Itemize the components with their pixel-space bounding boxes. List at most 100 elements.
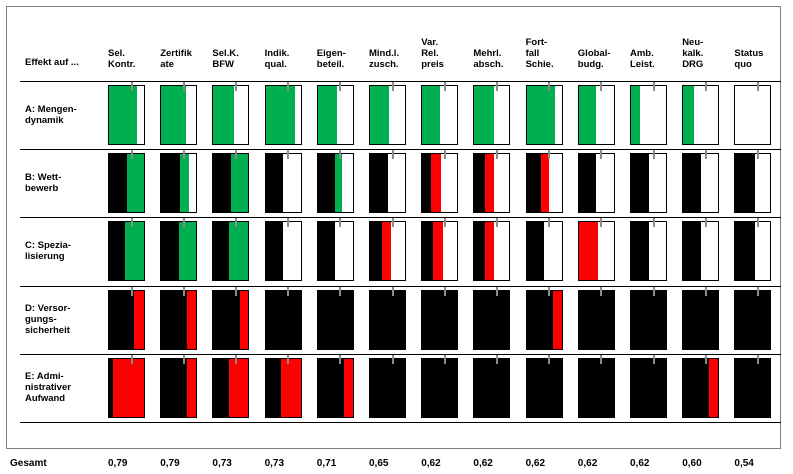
effect-cell: [108, 150, 145, 214]
reference-tick: [235, 82, 238, 91]
reference-tick: [130, 218, 133, 228]
gesamt-label: Gesamt: [10, 458, 47, 469]
red-segment: [552, 290, 562, 349]
effect-cell: [160, 354, 198, 418]
effect-cell: [734, 354, 772, 418]
black-segment: [683, 222, 701, 281]
black-segment: [317, 154, 336, 213]
column-total: 0,60: [682, 458, 702, 469]
reference-tick: [391, 218, 394, 228]
reference-tick: [496, 286, 499, 296]
row-label: D: Versor- gungs- sicherheit: [25, 303, 71, 337]
effect-cell: [316, 82, 354, 145]
black-segment: [370, 222, 383, 281]
black-segment: [735, 358, 771, 417]
black-segment: [109, 358, 113, 417]
reference-tick: [235, 218, 238, 228]
black-segment: [474, 154, 485, 213]
row-label: C: Spezia- lisierung: [25, 240, 71, 263]
black-segment: [683, 154, 701, 213]
row-label: E: Admi- nistrativer Aufwand: [25, 371, 71, 405]
reference-tick: [600, 218, 603, 228]
reference-tick: [600, 150, 603, 160]
effect-cell: [682, 218, 720, 282]
reference-tick: [235, 286, 238, 296]
reference-tick: [600, 82, 603, 91]
reference-tick: [443, 354, 446, 364]
reference-tick: [287, 218, 290, 228]
black-segment: [735, 222, 755, 281]
reference-tick: [287, 82, 290, 91]
effect-cell: [369, 82, 406, 145]
black-segment: [474, 358, 510, 417]
red-segment: [578, 222, 599, 281]
reference-tick: [704, 150, 707, 160]
row-separator: [20, 81, 781, 82]
green-segment: [109, 86, 137, 144]
black-segment: [631, 222, 649, 281]
reference-tick: [548, 218, 551, 228]
effect-cell: [734, 218, 772, 282]
black-segment: [683, 358, 710, 417]
reference-tick: [182, 354, 185, 364]
reference-tick: [652, 354, 655, 364]
effect-cell: [734, 286, 772, 350]
red-segment: [382, 222, 391, 281]
effect-cell: [212, 286, 250, 350]
black-segment: [161, 222, 179, 281]
green-segment: [317, 86, 338, 144]
black-segment: [370, 290, 405, 349]
column-total: 0,73: [212, 458, 232, 469]
effect-cell: [316, 354, 354, 418]
reference-tick: [704, 354, 707, 364]
black-segment: [683, 290, 719, 349]
effect-cell: [264, 150, 302, 214]
green-segment: [335, 154, 343, 213]
red-segment: [133, 290, 144, 349]
reference-tick: [548, 150, 551, 160]
effect-cell: [525, 218, 563, 282]
reference-tick: [496, 354, 499, 364]
green-segment: [631, 86, 640, 144]
black-segment: [317, 290, 353, 349]
column-total: 0,62: [577, 458, 598, 469]
black-segment: [735, 154, 755, 213]
effect-cell: [316, 218, 354, 282]
chart-frame: [6, 6, 781, 449]
green-segment: [230, 154, 249, 213]
reference-tick: [496, 218, 499, 228]
reference-tick: [704, 286, 707, 296]
green-segment: [683, 86, 694, 144]
effect-cell: [160, 286, 198, 350]
red-segment: [540, 154, 550, 213]
effect-cell: [577, 354, 615, 418]
column-total: 0,62: [525, 458, 546, 469]
effect-cell: [630, 286, 667, 350]
black-segment: [213, 154, 231, 213]
reference-tick: [496, 150, 499, 160]
effect-cell: [682, 150, 720, 214]
column-total: 0,65: [369, 458, 389, 469]
black-segment: [265, 154, 284, 213]
reference-tick: [496, 82, 499, 91]
effect-cell: [734, 82, 772, 145]
column-total: 0,62: [421, 458, 441, 469]
effect-cell: [108, 82, 145, 145]
effect-cell: [525, 82, 563, 145]
effect-cell: [369, 286, 406, 350]
reference-tick: [757, 150, 760, 160]
red-segment: [709, 358, 719, 417]
column-total: 0,73: [264, 458, 285, 469]
effect-cell: [421, 218, 459, 282]
black-segment: [422, 154, 431, 213]
column-header: Fort- fall Schie.: [525, 37, 554, 70]
red-segment: [430, 154, 442, 213]
column-header: Mind.l. zusch.: [369, 48, 400, 70]
black-segment: [526, 222, 545, 281]
reference-tick: [652, 286, 655, 296]
row-separator: [20, 149, 781, 151]
reference-tick: [339, 354, 342, 364]
effect-cell: [525, 150, 563, 214]
black-segment: [109, 154, 127, 213]
column-total: 0,62: [630, 458, 650, 469]
